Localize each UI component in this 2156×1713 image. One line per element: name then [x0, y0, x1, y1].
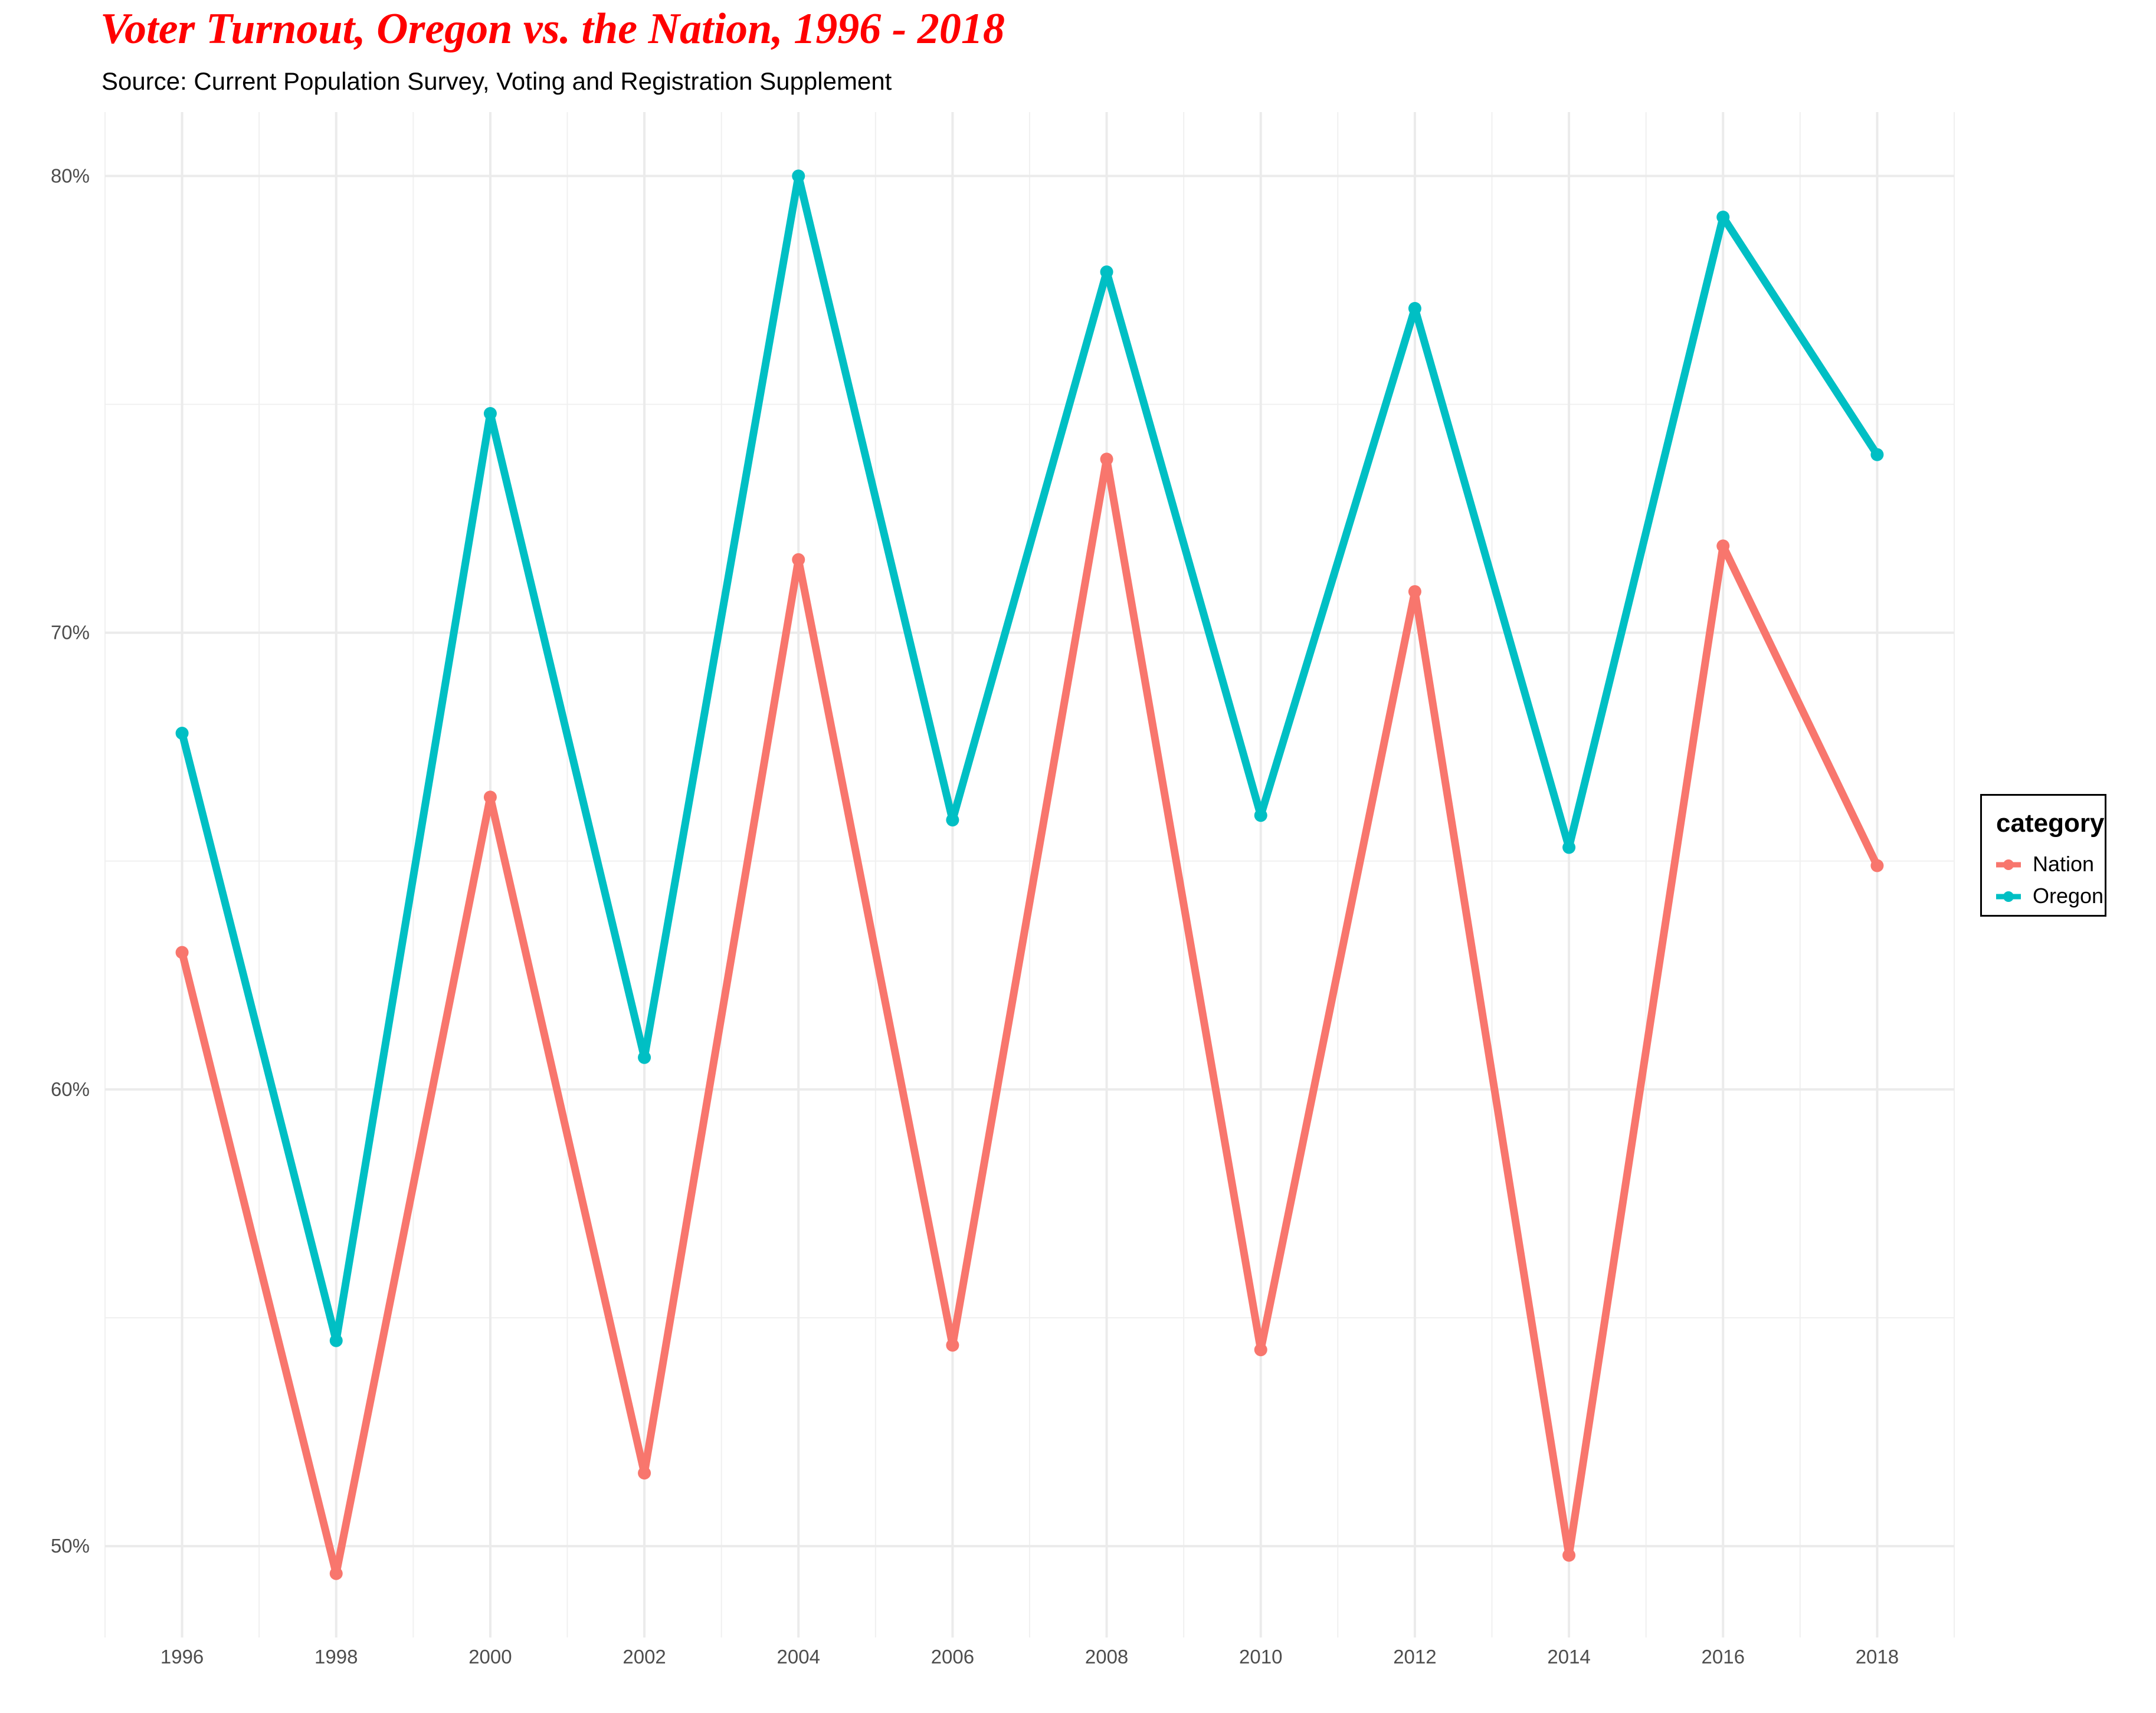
- x-tick-label: 2012: [1393, 1646, 1436, 1668]
- x-tick-label: 2000: [468, 1646, 512, 1668]
- data-point-oregon: [1100, 265, 1113, 278]
- x-tick-label: 2014: [1547, 1646, 1590, 1668]
- data-point-nation: [1870, 859, 1884, 872]
- chart-title: Voter Turnout, Oregon vs. the Nation, 19…: [100, 5, 1005, 53]
- data-point-oregon: [1870, 448, 1884, 461]
- y-tick-label: 70%: [51, 622, 90, 644]
- legend-item-nation: Nation: [1994, 848, 2106, 881]
- x-tick-label: 2002: [622, 1646, 666, 1668]
- y-tick-label: 50%: [51, 1535, 90, 1557]
- legend-label-nation: Nation: [2033, 852, 2095, 876]
- x-tick-label: 2010: [1239, 1646, 1282, 1668]
- series-lines: [178, 172, 1881, 1578]
- data-point-nation: [1716, 539, 1730, 553]
- x-tick-label: 2008: [1085, 1646, 1128, 1668]
- data-point-nation: [1408, 585, 1421, 598]
- x-tick-label: 1996: [160, 1646, 204, 1668]
- data-point-nation: [946, 1338, 959, 1352]
- data-point-oregon: [946, 813, 959, 827]
- data-point-nation: [1100, 452, 1113, 466]
- data-point-nation: [175, 946, 189, 959]
- data-point-nation: [1254, 1343, 1267, 1357]
- x-tick-label: 2004: [777, 1646, 820, 1668]
- x-tick-label: 2006: [931, 1646, 974, 1668]
- y-tick-label: 60%: [51, 1078, 90, 1100]
- legend-item-oregon: Oregon: [1994, 880, 2106, 913]
- legend-key-nation: [1996, 859, 2021, 870]
- data-point-nation: [1562, 1548, 1576, 1562]
- data-point-oregon: [1408, 301, 1421, 315]
- data-point-nation: [792, 553, 805, 566]
- data-point-oregon: [329, 1334, 343, 1347]
- axis-tick-labels: 1996 1998 2000 2002 2004 2006 2008 2010 2012 2014…: [51, 165, 1899, 1668]
- series-line-nation: [178, 455, 1881, 1578]
- legend-key-oregon: [1996, 891, 2021, 902]
- data-point-nation: [638, 1466, 651, 1480]
- x-tick-label: 2016: [1702, 1646, 1745, 1668]
- x-tick-label: 1998: [314, 1646, 358, 1668]
- data-point-oregon: [638, 1051, 651, 1064]
- chart-subtitle: Source: Current Population Survey, Votin…: [101, 67, 892, 95]
- legend-label-oregon: Oregon: [2033, 884, 2104, 908]
- data-point-oregon: [483, 407, 497, 421]
- data-point-oregon: [1716, 211, 1730, 224]
- legend: category Nation Oregon: [1980, 794, 2106, 917]
- gridlines: [104, 112, 1955, 1637]
- data-point-oregon: [1562, 841, 1576, 854]
- data-point-nation: [483, 790, 497, 804]
- series-line-oregon: [178, 172, 1880, 1345]
- data-point-oregon: [175, 726, 189, 740]
- y-tick-label: 80%: [51, 165, 90, 186]
- x-tick-label: 2018: [1856, 1646, 1899, 1668]
- data-point-oregon: [792, 169, 805, 183]
- legend-title: category: [1996, 809, 2105, 838]
- data-point-oregon: [1254, 809, 1267, 822]
- data-points: [175, 169, 1884, 1580]
- data-point-nation: [329, 1567, 343, 1580]
